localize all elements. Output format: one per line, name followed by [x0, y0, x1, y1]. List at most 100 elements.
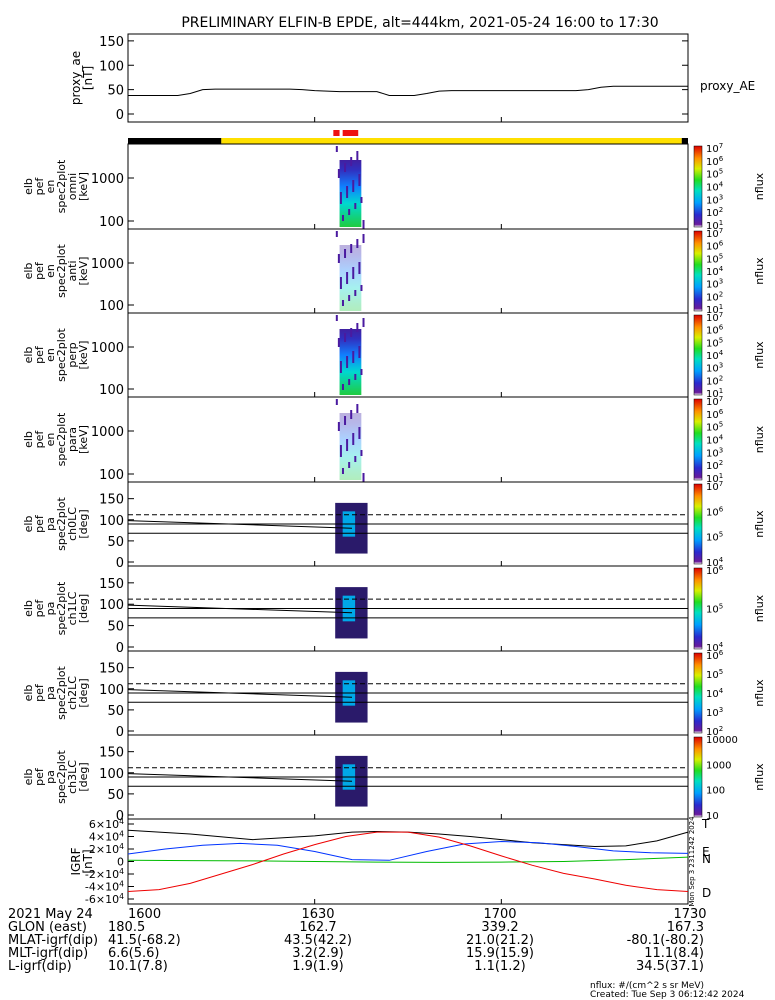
series-legend: N	[702, 852, 711, 866]
axis-row-name: GLON (east)	[8, 920, 87, 935]
y-axis-label: [deg]	[77, 678, 90, 707]
y-axis-label: [keV]	[77, 257, 90, 286]
y-axis-label: ch2LC	[66, 676, 79, 710]
colorbar-tick-label: 102	[706, 206, 723, 219]
spectrogram-pixel	[346, 186, 349, 198]
spectrogram-pixel	[335, 231, 338, 237]
proxy-ae-line	[128, 85, 688, 96]
colorbar-tick-label: 104	[706, 434, 724, 447]
x-tick-label: 1630	[301, 907, 334, 922]
spectrogram-pixel	[339, 192, 342, 204]
side-stamp: Mon Sep 3 2311242 2024	[688, 816, 696, 907]
y-tick-label: 100	[99, 767, 124, 782]
colorbar-tick-label: 103	[706, 446, 723, 459]
y-axis-label: ch0LC	[66, 507, 79, 541]
series-legend: T	[701, 817, 710, 831]
axis-row-value: 1.1(1.2)	[474, 959, 526, 974]
y-tick-label: 0	[116, 641, 124, 656]
axis-row-value: 15.9(15.9)	[466, 946, 534, 961]
axis-row-value: 21.0(21.2)	[466, 933, 534, 948]
spectrogram-pixel	[352, 180, 355, 192]
y-tick-label: -4×104	[85, 880, 124, 894]
colorbar-tick-label: 10	[706, 811, 719, 822]
y-axis-label: en	[44, 348, 57, 362]
y-axis-label: pef	[33, 767, 46, 786]
colorbar-tick-label: 103	[706, 193, 723, 206]
y-tick-label: 50	[107, 535, 124, 550]
colorbar-tick-label: 104	[706, 687, 724, 700]
colorbar-label: nflux	[753, 679, 766, 707]
colorbar-tick-label: 107	[706, 142, 723, 155]
y-axis-label: spec2plot	[55, 412, 68, 466]
spectrogram-pixel	[337, 338, 340, 347]
y-tick-label: 0	[117, 856, 124, 869]
colorbar-tick-label: 106	[706, 408, 724, 421]
y-axis-label: elb	[22, 347, 35, 364]
y-tick-label: 150	[99, 746, 124, 761]
y-tick-label: 150	[99, 493, 124, 508]
y-tick-label: 100	[99, 683, 124, 698]
colorbar-tick-label: 104	[706, 265, 724, 278]
spectrogram-pixel	[354, 456, 357, 462]
spectrogram-pixel	[344, 249, 347, 258]
y-tick-label: 1000	[91, 257, 124, 272]
axis-row-value: 43.5(42.2)	[284, 933, 352, 948]
y-axis-label: [keV]	[77, 341, 90, 370]
colorbar-tick-label: 105	[706, 168, 723, 181]
spectrogram-pixel	[354, 203, 357, 209]
spectrogram-pixel	[350, 157, 353, 166]
spectrogram-pixel	[337, 169, 340, 178]
y-axis-label: elb	[22, 600, 35, 617]
spectrogram-pixel	[346, 272, 349, 284]
y-tick-label: 150	[99, 35, 124, 50]
science-zone-bar	[128, 130, 688, 144]
y-axis-label: pef	[33, 514, 46, 533]
units-note: nflux: #/(cm^2 s sr MeV)	[590, 981, 704, 991]
spectrogram-pixel	[362, 220, 365, 229]
colorbar-tick-label: 106	[706, 505, 724, 518]
colorbar-tick-label: 104	[706, 181, 724, 194]
y-axis-label: [nT]	[81, 66, 95, 90]
y-tick-label: -6×104	[85, 892, 124, 906]
panel-frame	[127, 396, 689, 483]
axis-row-value: -80.1(-80.2)	[627, 933, 704, 948]
spectrogram-pixel	[344, 333, 347, 342]
y-tick-label: 150	[99, 662, 124, 677]
science-segment-yellow	[221, 138, 682, 144]
spectrogram-pixel	[362, 234, 365, 243]
created-note: Created: Tue Sep 3 06:12:42 2024	[590, 990, 745, 1000]
spectrogram-pixel	[352, 267, 355, 279]
colorbar	[693, 736, 703, 818]
spectrogram-pixel	[341, 468, 344, 474]
y-axis-label: spec2plot	[55, 244, 68, 298]
y-axis-label: [deg]	[77, 509, 90, 538]
colorbar-tick-label: 101	[706, 387, 723, 400]
y-axis-label: elb	[22, 769, 35, 786]
y-axis-label: elb	[22, 516, 35, 533]
y-axis-label: pef	[33, 261, 46, 280]
igrf-series-N	[127, 840, 689, 861]
loss-cone-slope	[127, 604, 353, 614]
colorbar-tick-label: 10000	[706, 735, 738, 746]
colorbar-tick-label: 102	[706, 374, 723, 387]
spectrogram-pixel	[337, 422, 340, 431]
y-axis-label: pef	[33, 430, 46, 449]
colorbar-tick-label: 102	[706, 459, 723, 472]
y-tick-label: 0	[116, 556, 124, 571]
y-tick-label: 0	[116, 108, 124, 123]
y-axis-label: elb	[22, 685, 35, 702]
colorbar-tick-label: 104	[706, 641, 724, 654]
y-tick-label: 100	[99, 215, 124, 230]
y-axis-label: pef	[33, 683, 46, 702]
spectrogram-pixel	[360, 285, 363, 291]
y-axis-label: spec2plot	[55, 666, 68, 720]
loss-cone-slope	[127, 689, 353, 698]
spectrogram-pixel	[348, 462, 351, 468]
y-axis-label: en	[44, 433, 57, 447]
y-tick-label: -2×104	[85, 867, 124, 881]
colorbar-tick-label: 101	[706, 472, 723, 485]
y-axis-label: omni	[66, 173, 79, 200]
